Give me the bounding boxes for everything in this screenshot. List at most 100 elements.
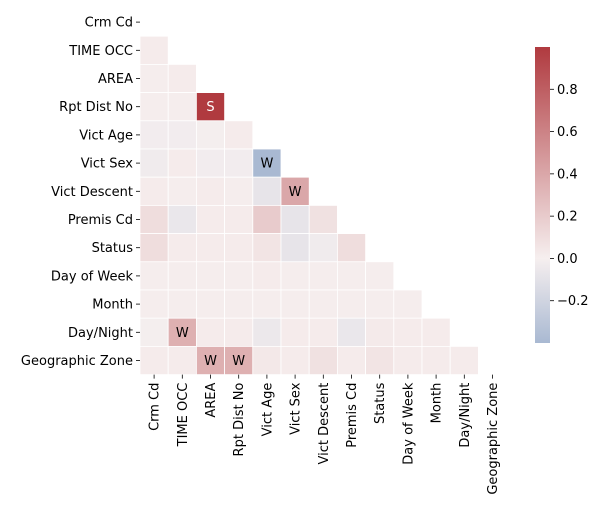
heatmap-cell-8-6 (308, 233, 338, 263)
y-tick-label-6: Vict Descent (51, 185, 133, 200)
heatmap-cell-12-6 (308, 345, 338, 375)
heatmap-cell-9-0 (139, 261, 169, 291)
heatmap-cell-11-5 (280, 317, 310, 347)
heatmap-cell-12-10 (421, 345, 451, 375)
heatmap-cell-8-3 (224, 233, 254, 263)
heatmap-cell-6-0 (139, 176, 169, 206)
heatmap-cell-10-6 (308, 289, 338, 319)
heatmap-cell-9-6 (308, 261, 338, 291)
heatmap-cell-2-0 (139, 64, 169, 94)
heatmap-cell-6-1 (167, 176, 197, 206)
y-tick-label-9: Day of Week (51, 269, 134, 284)
heatmap-cell-9-7 (336, 261, 366, 291)
y-tick-label-7: Premis Cd (68, 213, 133, 228)
heatmap-cell-5-4 (252, 148, 282, 178)
heatmap-cell-4-0 (139, 120, 169, 150)
colorbar-tick-label-3: 0.4 (557, 167, 578, 182)
cell-annotation-3: W (176, 326, 189, 341)
heatmap-cell-11-0 (139, 317, 169, 347)
x-tick-label-6: Vict Descent (317, 383, 332, 465)
heatmap-cell-4-2 (195, 120, 225, 150)
heatmap-cell-9-8 (365, 261, 395, 291)
y-tick-label-4: Vict Age (79, 128, 133, 143)
heatmap-cell-7-5 (280, 204, 310, 234)
x-tick-label-3: Rpt Dist No (232, 383, 247, 457)
heatmap-cell-9-5 (280, 261, 310, 291)
colorbar-tick-label-4: 0.6 (557, 125, 578, 140)
heatmap-cell-5-0 (139, 148, 169, 178)
heatmap-cell-12-0 (139, 345, 169, 375)
heatmap-cell-4-1 (167, 120, 197, 150)
heatmap-cell-7-2 (195, 204, 225, 234)
heatmap-cell-5-1 (167, 148, 197, 178)
heatmap-cell-12-9 (393, 345, 423, 375)
heatmap-cell-3-1 (167, 92, 197, 122)
heatmap-cell-8-4 (252, 233, 282, 263)
cell-annotation-2: W (289, 185, 302, 200)
y-tick-label-3: Rpt Dist No (59, 100, 133, 115)
x-tick-label-11: Day/Night (458, 383, 473, 448)
y-tick-label-5: Vict Sex (81, 157, 134, 172)
colorbar-tick-label-1: 0.0 (557, 252, 578, 267)
heatmap-cell-7-6 (308, 204, 338, 234)
heatmap-cell-11-4 (252, 317, 282, 347)
heatmap-cell-10-3 (224, 289, 254, 319)
x-tick-label-9: Day of Week (401, 382, 416, 465)
x-tick-label-10: Month (430, 383, 445, 424)
cell-annotation-5: W (232, 354, 245, 369)
heatmap-cell-9-4 (252, 261, 282, 291)
heatmap-cell-5-2 (195, 148, 225, 178)
heatmap-cell-8-2 (195, 233, 225, 263)
x-tick-label-5: Vict Sex (289, 382, 304, 435)
heatmap-cell-8-1 (167, 233, 197, 263)
heatmap-cell-7-0 (139, 204, 169, 234)
heatmap-cell-10-0 (139, 289, 169, 319)
y-tick-label-11: Day/Night (68, 326, 133, 341)
y-tick-label-8: Status (92, 241, 134, 256)
heatmap-cell-7-4 (252, 204, 282, 234)
heatmap-cell-12-5 (280, 345, 310, 375)
heatmap-cell-10-4 (252, 289, 282, 319)
heatmap-cell-3-2 (195, 92, 225, 122)
heatmap-cell-10-8 (365, 289, 395, 319)
x-tick-label-4: Vict Age (260, 383, 275, 437)
x-tick-label-12: Geographic Zone (486, 383, 501, 495)
cell-annotation-1: W (260, 157, 273, 172)
heatmap-cell-12-11 (449, 345, 479, 375)
x-tick-label-8: Status (373, 382, 388, 424)
heatmap-cell-7-1 (167, 204, 197, 234)
heatmap-cell-6-2 (195, 176, 225, 206)
heatmap-cell-12-1 (167, 345, 197, 375)
heatmap-cell-10-9 (393, 289, 423, 319)
heatmap-cell-10-2 (195, 289, 225, 319)
heatmap-cell-10-7 (336, 289, 366, 319)
colorbar-gradient (535, 47, 550, 343)
heatmap-cell-11-8 (365, 317, 395, 347)
heatmap-cell-8-5 (280, 233, 310, 263)
heatmap-cell-8-0 (139, 233, 169, 263)
x-tick-label-0: Crm Cd (148, 383, 163, 431)
heatmap-cell-9-3 (224, 261, 254, 291)
x-tick-label-7: Premis Cd (345, 383, 360, 448)
colorbar-tick-label-0: −0.2 (557, 294, 589, 309)
heatmap-cell-12-4 (252, 345, 282, 375)
y-tick-label-2: AREA (98, 72, 133, 87)
heatmap-cell-12-7 (336, 345, 366, 375)
y-tick-label-1: TIME OCC (68, 44, 133, 59)
y-axis: Crm Cd TIME OCC AREA Rpt Dist No Vict Age Vic… (21, 16, 140, 369)
heatmap-cell-4-3 (224, 120, 254, 150)
heatmap-cell-9-2 (195, 261, 225, 291)
y-tick-label-10: Month (92, 298, 133, 313)
heatmap-cell-5-3 (224, 148, 254, 178)
heatmap-cells (139, 35, 479, 375)
heatmap-cell-11-10 (421, 317, 451, 347)
heatmap-cell-6-4 (252, 176, 282, 206)
heatmap-cell-7-3 (224, 204, 254, 234)
x-tick-label-1: TIME OCC (176, 383, 191, 448)
colorbar-tick-label-2: 0.2 (557, 210, 578, 225)
heatmap-cell-9-1 (167, 261, 197, 291)
heatmap-cell-11-9 (393, 317, 423, 347)
heatmap-cell-12-3 (224, 345, 254, 375)
